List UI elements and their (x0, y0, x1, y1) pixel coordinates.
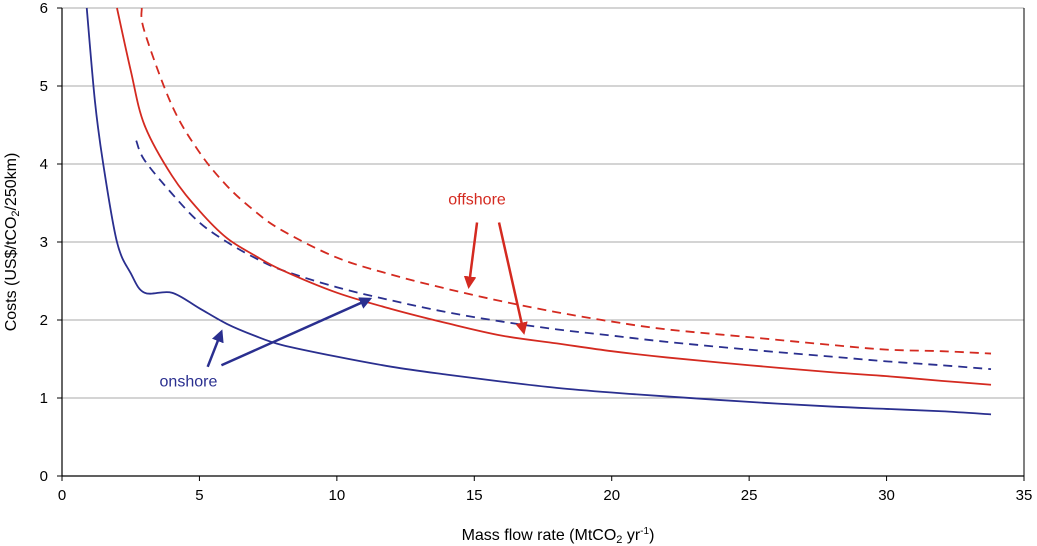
axes (57, 7, 1025, 481)
annotation-arrow-onshore-arrow-dashed (220, 297, 373, 367)
x-tick-label-0: 0 (58, 487, 66, 504)
x-axis-title: Mass flow rate (MtCO2 yr-1) (462, 526, 655, 546)
tick-labels: 0 5 10 15 20 25 30 35 0 1 2 3 4 5 6 (40, 0, 1033, 504)
annotations-layer: offshore onshore (160, 192, 528, 390)
x-tick-label-30: 30 (878, 487, 895, 504)
x-tick-label-15: 15 (466, 487, 483, 504)
annotation-arrow-offshore-arrow-dashed (463, 222, 479, 289)
x-tick-label-25: 25 (741, 487, 758, 504)
series-line-offshore-high (140, 7, 992, 355)
series-line-offshore-low (116, 7, 992, 386)
annotation-label-onshore: onshore (160, 373, 218, 390)
y-tick-label-0: 0 (40, 468, 48, 485)
gridlines (62, 7, 1024, 399)
series-line-onshore-high (135, 140, 992, 371)
x-tick-label-35: 35 (1016, 487, 1033, 504)
annotation-arrow-offshore-arrow-solid (497, 222, 528, 335)
x-tick-label-10: 10 (329, 487, 346, 504)
series-layer (85, 7, 992, 416)
y-tick-label-1: 1 (40, 390, 48, 407)
x-tick-label-5: 5 (195, 487, 203, 504)
y-tick-label-4: 4 (40, 156, 48, 173)
series-line-onshore-low (85, 7, 992, 416)
y-tick-label-2: 2 (40, 312, 48, 329)
annotation-label-offshore: offshore (448, 192, 506, 209)
x-tick-label-20: 20 (603, 487, 620, 504)
y-tick-label-3: 3 (40, 234, 48, 251)
y-axis-title: Costs (US$/tCO2/250km) (3, 153, 22, 332)
y-tick-label-5: 5 (40, 78, 48, 95)
annotation-arrow-onshore-arrow-solid (206, 329, 224, 368)
y-tick-label-6: 6 (40, 0, 48, 17)
